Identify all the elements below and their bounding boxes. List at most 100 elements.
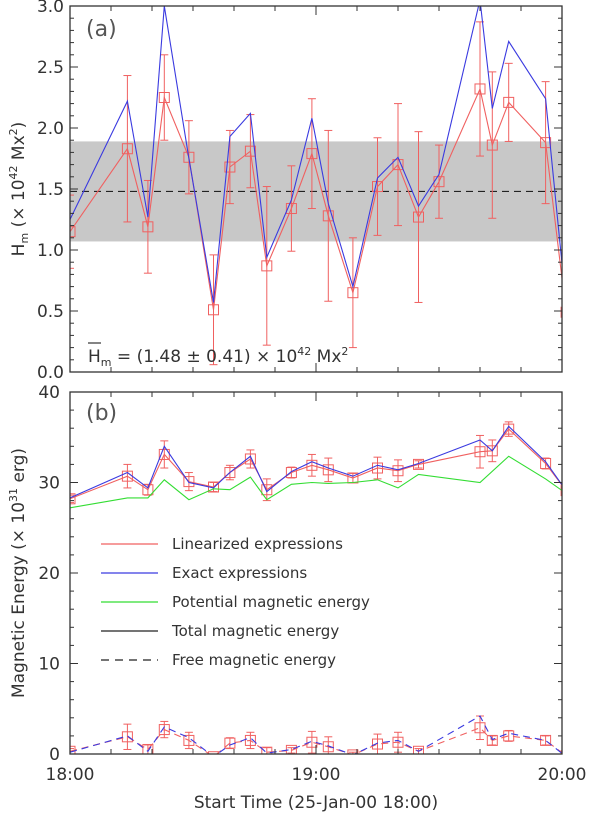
- annotation-exp2: 2: [341, 345, 348, 358]
- data-point: [142, 484, 154, 496]
- data-point: [474, 83, 486, 95]
- panel-a-ylabel-close: ): [9, 122, 29, 129]
- y-tick-label: 30: [38, 474, 60, 494]
- x-tick-label: 18:00: [46, 765, 95, 785]
- data-point: [208, 304, 219, 316]
- panel-b-ylabel-unit: erg): [9, 448, 29, 488]
- annotation-mid: = (1.48 ± 0.41) × 10: [112, 347, 298, 367]
- data-point: [503, 730, 515, 742]
- data-point: [560, 306, 562, 318]
- data-point: [306, 148, 318, 160]
- x-axis-label: Start Time (25-Jan-00 18:00): [194, 793, 438, 813]
- series-exact-line: [70, 6, 562, 303]
- panel-b-ylabel-rest: (× 10: [9, 502, 29, 555]
- panel-a-ylabel-rest: (× 10: [9, 179, 29, 232]
- y-tick-label: 10: [38, 655, 60, 675]
- data-point: [540, 137, 552, 149]
- annotation-unit: Mx: [311, 347, 341, 367]
- data-point: [582, 729, 592, 739]
- legend: Linearized expressions Exact expressions P…: [101, 535, 370, 669]
- data-point: [285, 467, 297, 479]
- y-tick-label: 1.0: [37, 241, 64, 261]
- data-point: [540, 457, 552, 469]
- y-tick-label: 2.0: [37, 119, 64, 139]
- panel-a-ylabel: Hm (× 1042 Mx2): [7, 122, 31, 257]
- data-point: [474, 722, 486, 734]
- panel-a-label: (a): [86, 17, 117, 42]
- data-point: [322, 210, 334, 222]
- y-tick-label: 1.5: [37, 180, 64, 200]
- data-point: [142, 743, 154, 754]
- y-tick-label: 2.5: [37, 58, 64, 78]
- y-tick-label: 0.0: [37, 363, 64, 383]
- x-tick-label: 20:00: [538, 765, 587, 785]
- panel-b: 0 10 20 30 40 18:00 19:00 20:00 (b) Magnetic En…: [7, 383, 592, 813]
- data-point: [208, 751, 219, 754]
- legend-label-potential: Potential magnetic energy: [172, 593, 370, 611]
- data-point: [306, 459, 318, 471]
- data-point: [372, 738, 383, 750]
- y-tick-label: 3.0: [37, 0, 64, 17]
- y-tick-label: 20: [38, 564, 60, 584]
- data-point: [158, 92, 170, 103]
- panel-a: 0.00.51.01.52.02.53.0 (a) Hm (× 1042 Mx2…: [7, 0, 592, 383]
- data-point: [224, 467, 236, 479]
- panel-a-ylabel-sub: m: [18, 233, 31, 244]
- data-point: [392, 465, 404, 477]
- legend-label-free: Free magnetic energy: [172, 651, 336, 669]
- annotation-lhs: H: [88, 347, 101, 367]
- data-point: [347, 749, 359, 754]
- annotation-exp: 42: [297, 345, 311, 358]
- data-point: [503, 96, 515, 108]
- panel-a-ylabel-main: H: [9, 244, 29, 257]
- legend-label-total: Total magnetic energy: [171, 622, 339, 640]
- data-point: [560, 485, 562, 497]
- series-potential-line: [70, 455, 562, 509]
- panel-a-ylabel-unit: Mx: [9, 135, 29, 165]
- data-point: [486, 139, 498, 151]
- panel-b-ylabel-main: Magnetic Energy: [9, 555, 29, 698]
- data-point: [413, 745, 424, 754]
- data-point: [121, 143, 133, 155]
- data-point: [413, 458, 424, 470]
- data-point: [70, 493, 76, 505]
- data-point: [224, 161, 236, 173]
- y-tick-label: 40: [38, 383, 60, 403]
- panel-b-ylabel: Magnetic Energy (× 1031 erg): [7, 448, 29, 698]
- panel-a-annotation: Hm = (1.48 ± 0.41) × 1042 Mx2: [88, 342, 348, 369]
- data-point: [486, 734, 498, 746]
- series-exact_total-line: [70, 425, 562, 499]
- data-point: [244, 145, 256, 157]
- panel-a-ylabel-exp: 42: [7, 165, 20, 179]
- y-tick-label: 0.5: [37, 302, 64, 322]
- data-point: [183, 151, 195, 163]
- series-exact_free-line: [70, 715, 562, 754]
- data-point: [372, 181, 383, 193]
- annotation-text: Hm = (1.48 ± 0.41) × 1042 Mx2: [88, 345, 348, 369]
- data-point: [183, 734, 195, 746]
- data-point: [392, 159, 404, 171]
- legend-label-exact: Exact expressions: [172, 564, 307, 582]
- data-point: [540, 734, 552, 746]
- panel-b-ylabel-exp: 31: [7, 488, 20, 502]
- data-point: [582, 444, 592, 454]
- data-point: [285, 203, 297, 215]
- x-tick-label: 19:00: [292, 765, 341, 785]
- data-point: [244, 453, 256, 465]
- data-point: [261, 484, 273, 496]
- data-point: [183, 476, 195, 488]
- y-tick-label: 0: [49, 745, 60, 765]
- data-point: [261, 260, 273, 272]
- data-point: [244, 734, 256, 746]
- data-point: [582, 102, 592, 112]
- data-point: [142, 221, 154, 233]
- data-point: [70, 226, 76, 238]
- data-point: [486, 445, 498, 457]
- data-point: [413, 211, 424, 223]
- data-point: [474, 446, 486, 458]
- data-point: [392, 736, 404, 748]
- data-point: [322, 741, 334, 753]
- legend-label-linear: Linearized expressions: [172, 535, 343, 553]
- panel-b-label: (b): [86, 401, 117, 426]
